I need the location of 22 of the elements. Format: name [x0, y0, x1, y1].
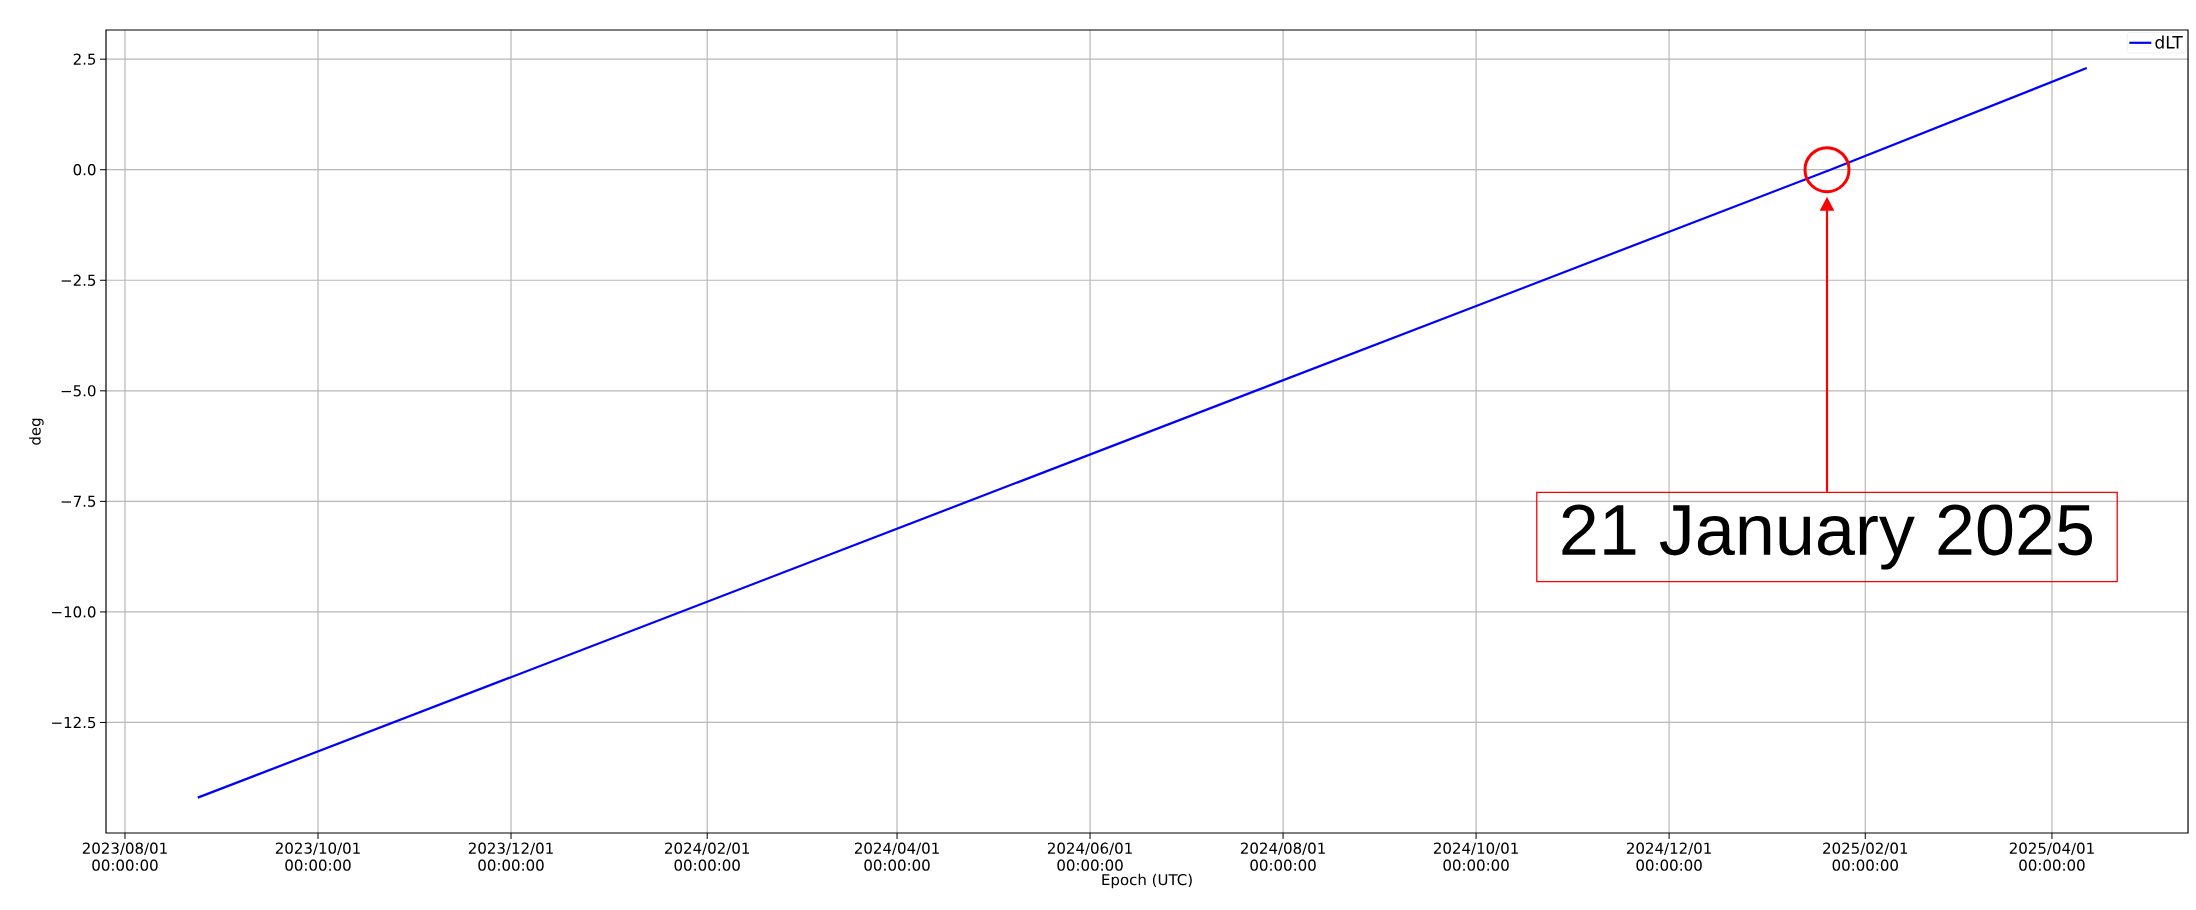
x-tick-label: 2024/12/01 00:00:00: [1626, 842, 1711, 871]
x-tick-label: 2024/02/01 00:00:00: [665, 842, 750, 871]
y-tick-label: −5.0: [61, 385, 96, 397]
x-tick-label: 2025/04/01 00:00:00: [2009, 842, 2094, 871]
x-tick-label: 2024/08/01 00:00:00: [1240, 842, 1325, 871]
x-tick-label: 2023/10/01 00:00:00: [275, 842, 360, 871]
annotation: 21 January 2025: [1562, 504, 2093, 570]
x-tick-label: 2023/08/01 00:00:00: [82, 842, 167, 871]
x-tick-label: 2024/10/01 00:00:00: [1433, 842, 1518, 871]
y-axis-title: deg: [29, 418, 44, 445]
x-tick-label: 2025/02/01 00:00:00: [1823, 842, 1908, 871]
x-tick-label: 2024/04/01 00:00:00: [854, 842, 939, 871]
y-tick-label: −12.5: [52, 716, 96, 729]
y-tick-label: −2.5: [61, 274, 96, 286]
y-tick-label: −7.5: [61, 495, 96, 507]
x-axis-title: Epoch (UTC): [1102, 873, 1192, 889]
x-tick-label: 2023/12/01 00:00:00: [468, 842, 553, 871]
legend-label: dLT: [2155, 35, 2183, 49]
y-tick-label: 2.5: [73, 53, 96, 65]
y-tick-label: 0.0: [73, 164, 96, 176]
x-tick-label: 2024/06/01 00:00:00: [1047, 842, 1132, 871]
y-tick-label: −10.0: [52, 606, 96, 618]
